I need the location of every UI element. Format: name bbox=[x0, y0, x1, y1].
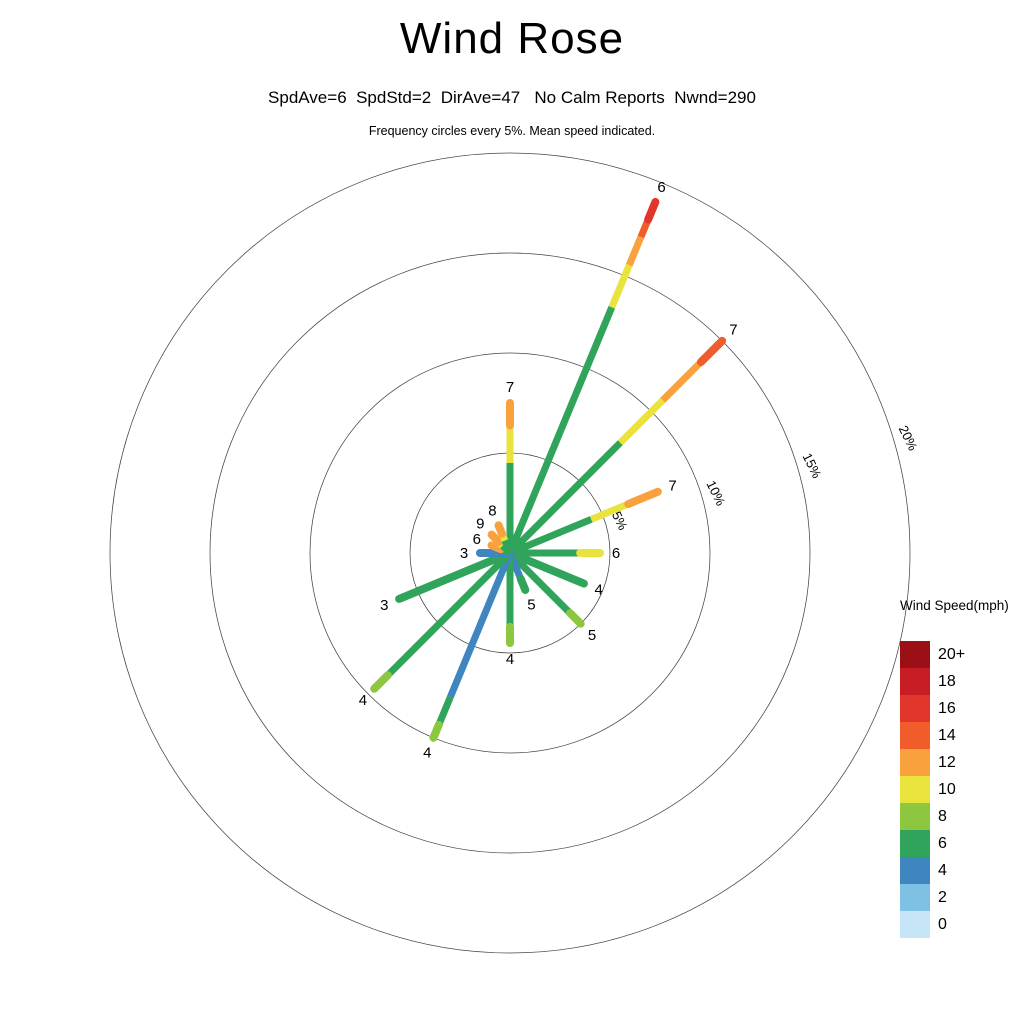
mean-speed-label-WNW: 6 bbox=[473, 531, 481, 548]
frequency-ring bbox=[209, 252, 811, 854]
spoke-segment-WNW bbox=[487, 541, 505, 554]
mean-speed-label-ENE: 7 bbox=[668, 478, 676, 495]
mean-speed-label-W: 3 bbox=[460, 545, 468, 562]
legend-color-swatch bbox=[900, 776, 930, 803]
legend-row: 16 bbox=[900, 695, 1020, 722]
spoke-segment-SW bbox=[370, 671, 392, 693]
mean-speed-label-SW: 4 bbox=[359, 692, 367, 709]
legend-color-swatch bbox=[900, 884, 930, 911]
mean-speed-label-SSE: 5 bbox=[527, 597, 535, 614]
mean-speed-label-SSW: 4 bbox=[423, 745, 431, 762]
spoke-segment-NE bbox=[696, 336, 727, 367]
legend-bins: 20+ 18 16 14 12 10 8 6 4 2 0 bbox=[900, 641, 1020, 938]
spoke-segment-ESE bbox=[506, 549, 588, 588]
legend-row: 0 bbox=[900, 911, 1020, 938]
spoke-segment-SSW bbox=[447, 551, 514, 699]
legend-bin-label: 6 bbox=[938, 834, 947, 852]
legend-row: 6 bbox=[900, 830, 1020, 857]
legend-bin-label: 10 bbox=[938, 780, 956, 798]
frequency-note: Frequency circles every 5%. Mean speed i… bbox=[368, 124, 656, 138]
mean-speed-label-E: 6 bbox=[612, 545, 620, 562]
legend-color-swatch bbox=[900, 749, 930, 776]
mean-speed-label-NNE: 6 bbox=[657, 179, 665, 196]
spoke-segment-SW bbox=[385, 550, 513, 678]
legend-color-swatch bbox=[900, 668, 930, 695]
legend-color-swatch bbox=[900, 830, 930, 857]
spoke-segment-NNW bbox=[501, 539, 514, 555]
legend-row: 4 bbox=[900, 857, 1020, 884]
legend-bin-label: 14 bbox=[938, 726, 956, 744]
legend-color-swatch bbox=[900, 641, 930, 668]
page-title: Wind Rose bbox=[399, 14, 625, 63]
spoke-segment-NW bbox=[487, 530, 503, 546]
legend-bin-label: 12 bbox=[938, 753, 956, 771]
spoke-segment-ENE bbox=[589, 500, 630, 523]
frequency-ring bbox=[109, 152, 911, 954]
legend-color-swatch bbox=[900, 857, 930, 884]
mean-speed-label-SE: 5 bbox=[588, 627, 596, 644]
legend-bin-label: 16 bbox=[938, 699, 956, 717]
legend-bin-label: 2 bbox=[938, 888, 947, 906]
spoke-segment-NE bbox=[617, 397, 666, 446]
spoke-segment-SE bbox=[507, 550, 573, 616]
mean-speed-label-NE: 7 bbox=[729, 322, 737, 339]
mean-speed-label-NW: 9 bbox=[476, 515, 484, 532]
spoke-segment-NNW bbox=[494, 521, 506, 538]
legend-color-swatch bbox=[900, 911, 930, 938]
spoke-segment-SSW bbox=[429, 720, 443, 742]
spoke-segment-SSW bbox=[435, 695, 454, 727]
legend-row: 8 bbox=[900, 803, 1020, 830]
legend-bin-label: 18 bbox=[938, 672, 956, 690]
legend-bin-label: 8 bbox=[938, 807, 947, 825]
spoke-segment-NNE bbox=[608, 263, 633, 309]
spoke-segment-WSW bbox=[395, 549, 514, 603]
spoke-segment-SE bbox=[566, 609, 585, 628]
ring-label: 20% bbox=[896, 423, 921, 453]
legend-title: Wind Speed(mph) bbox=[900, 598, 1009, 613]
ring-label: 15% bbox=[800, 451, 825, 481]
legend-row: 10 bbox=[900, 776, 1020, 803]
legend-row: 18 bbox=[900, 668, 1020, 695]
legend-bin-label: 0 bbox=[938, 915, 947, 933]
legend-color-swatch bbox=[900, 722, 930, 749]
spoke-segment-ENE bbox=[508, 516, 593, 557]
legend-bin-label: 4 bbox=[938, 861, 947, 879]
legend-color-swatch bbox=[900, 803, 930, 830]
legend-row: 20+ bbox=[900, 641, 1020, 668]
mean-speed-label-S: 4 bbox=[506, 651, 514, 668]
spoke-segment-NNE bbox=[644, 197, 660, 224]
legend-bin-label: 20+ bbox=[938, 645, 966, 663]
mean-speed-label-N: 7 bbox=[506, 379, 514, 396]
legend-row: 14 bbox=[900, 722, 1020, 749]
ring-label: 10% bbox=[703, 478, 728, 508]
legend-color-swatch bbox=[900, 695, 930, 722]
legend-row: 2 bbox=[900, 884, 1020, 911]
spoke-segment-NE bbox=[660, 359, 704, 403]
mean-speed-label-ESE: 4 bbox=[595, 582, 603, 599]
frequency-ring bbox=[309, 352, 711, 754]
legend-row: 12 bbox=[900, 749, 1020, 776]
spoke-segment-SSE bbox=[516, 574, 530, 594]
mean-speed-label-WSW: 3 bbox=[380, 597, 388, 614]
spoke-segment-NNE bbox=[506, 305, 616, 555]
spoke-segment-ENE bbox=[624, 487, 662, 509]
spoke-segment-NNE bbox=[626, 235, 645, 267]
mean-speed-label-NNW: 8 bbox=[488, 503, 496, 520]
wind-speed-legend: Wind Speed(mph) 20+ 18 16 14 12 10 8 6 4 2 0 bbox=[900, 598, 1020, 938]
stats-subtitle: SpdAve=6 SpdStd=2 DirAve=47 No Calm Repo… bbox=[268, 88, 756, 107]
spoke-segment-NE bbox=[507, 440, 623, 556]
